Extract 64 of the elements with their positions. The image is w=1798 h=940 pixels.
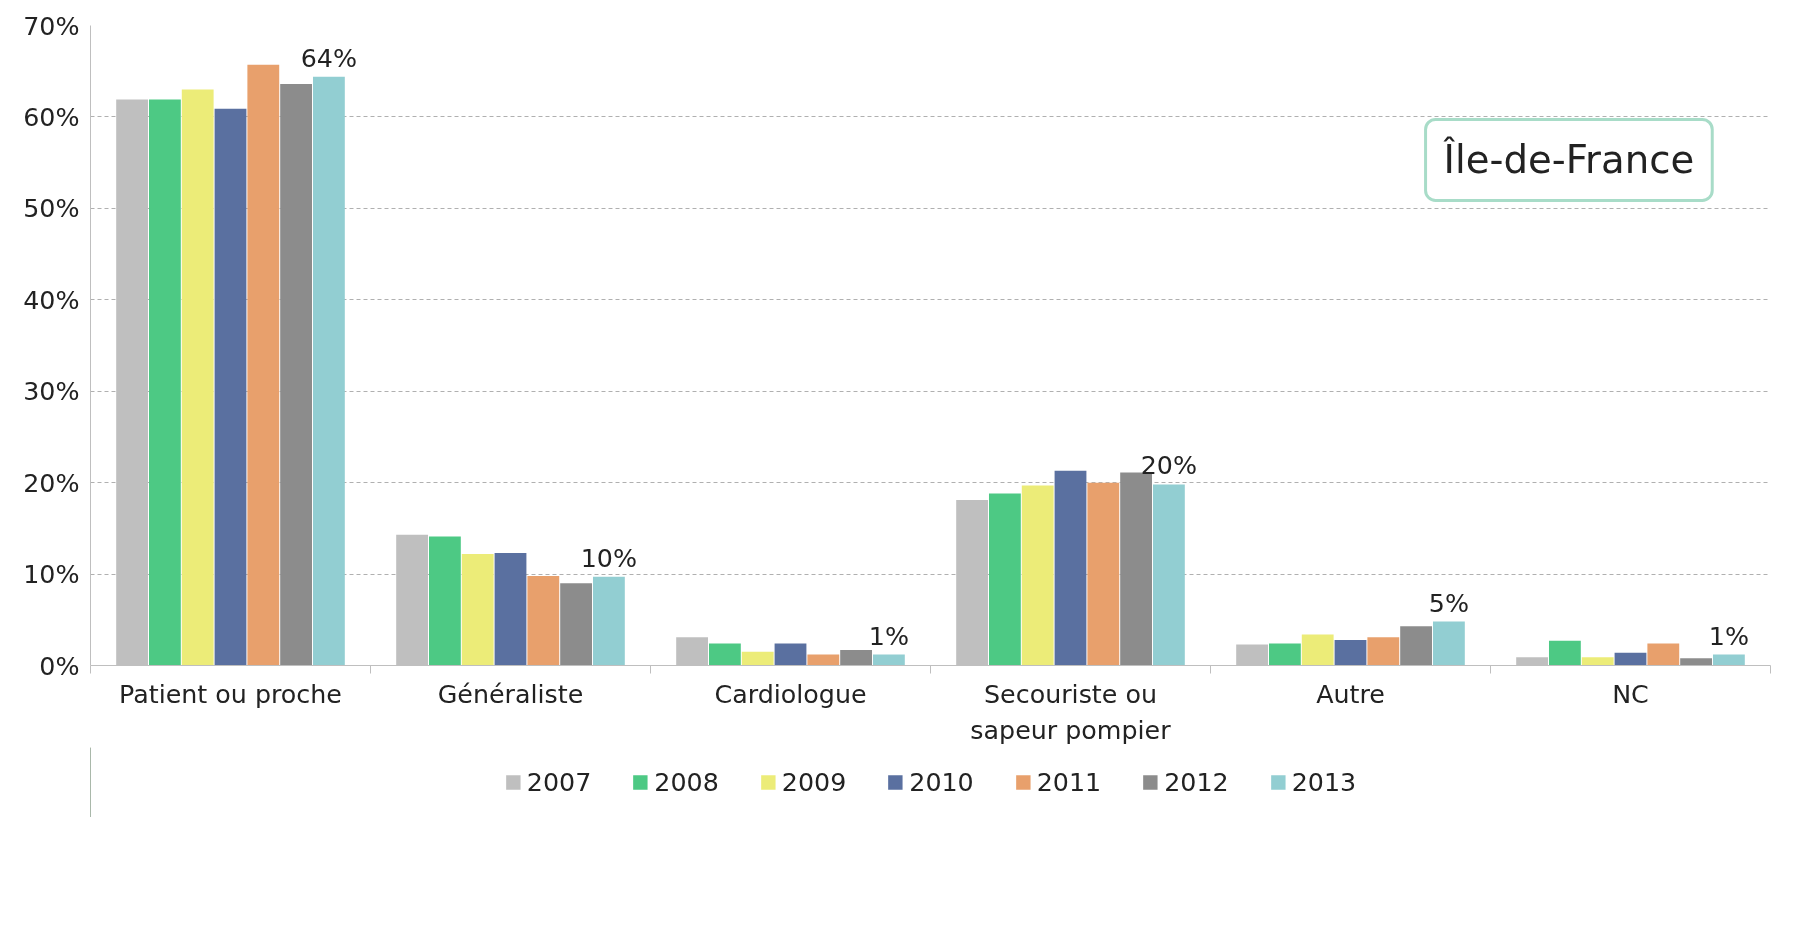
bar [1334,639,1367,666]
bar [988,493,1021,666]
bar [872,654,905,666]
bar [494,553,527,666]
y-tick-label: 10% [23,559,80,590]
legend-label: 2008 [654,767,719,797]
bar [428,536,461,666]
x-tick-label: Secouriste ou sapeur pompier [970,678,1172,745]
data-label: 1% [1708,620,1749,651]
bar [461,553,494,666]
x-tick-label: Autre [1316,678,1385,709]
bar [1268,643,1301,666]
y-tick-label: 60% [23,101,80,132]
x-tick-label: NC [1612,678,1649,709]
bar [592,576,625,666]
bar [1581,657,1614,666]
legend-label: 2009 [781,767,847,797]
legend-label: 2010 [909,767,974,797]
bar [1400,626,1433,666]
legend-label: 2012 [1164,767,1229,797]
data-label: 20% [1140,450,1198,481]
bar [1021,485,1054,666]
bar [1152,484,1185,666]
bar [181,89,214,666]
bar [1614,652,1647,666]
y-tick-label: 30% [23,376,80,407]
bar [1680,658,1713,666]
bar [1120,472,1153,666]
bar [1087,482,1120,666]
bar [214,108,247,666]
y-tick-label: 50% [23,193,80,224]
bar [247,64,280,666]
bar [1301,634,1334,666]
legend-label: 2013 [1291,767,1357,797]
bar [807,654,840,666]
bar [1647,643,1680,666]
bar [1548,640,1581,666]
data-label: 1% [868,620,909,651]
y-tick-label: 40% [23,284,80,315]
legend-label: 2011 [1036,767,1102,797]
data-label: 10% [580,542,638,573]
bar [1054,470,1087,666]
y-tick-label: 0% [39,650,80,681]
bar [774,643,807,666]
bar [1367,637,1400,666]
bar [708,643,741,666]
bar [1432,621,1465,666]
x-tick-label: Patient ou proche [119,678,342,709]
bar [148,99,181,666]
annotation: Île-de-France [1442,136,1695,183]
y-tick-label: 20% [23,467,80,498]
bar [560,583,593,666]
legend-label: 2007 [526,767,592,797]
bar [1712,654,1745,666]
bar [312,76,345,666]
data-label: 64% [300,42,358,73]
data-label: 5% [1428,587,1469,618]
bar [527,575,560,666]
x-tick-label: Généraliste [437,678,584,709]
bar [840,649,873,666]
bar [280,84,313,666]
bar [741,651,774,666]
x-tick-label: Cardiologue [714,678,867,709]
y-tick-label: 70% [23,10,80,41]
